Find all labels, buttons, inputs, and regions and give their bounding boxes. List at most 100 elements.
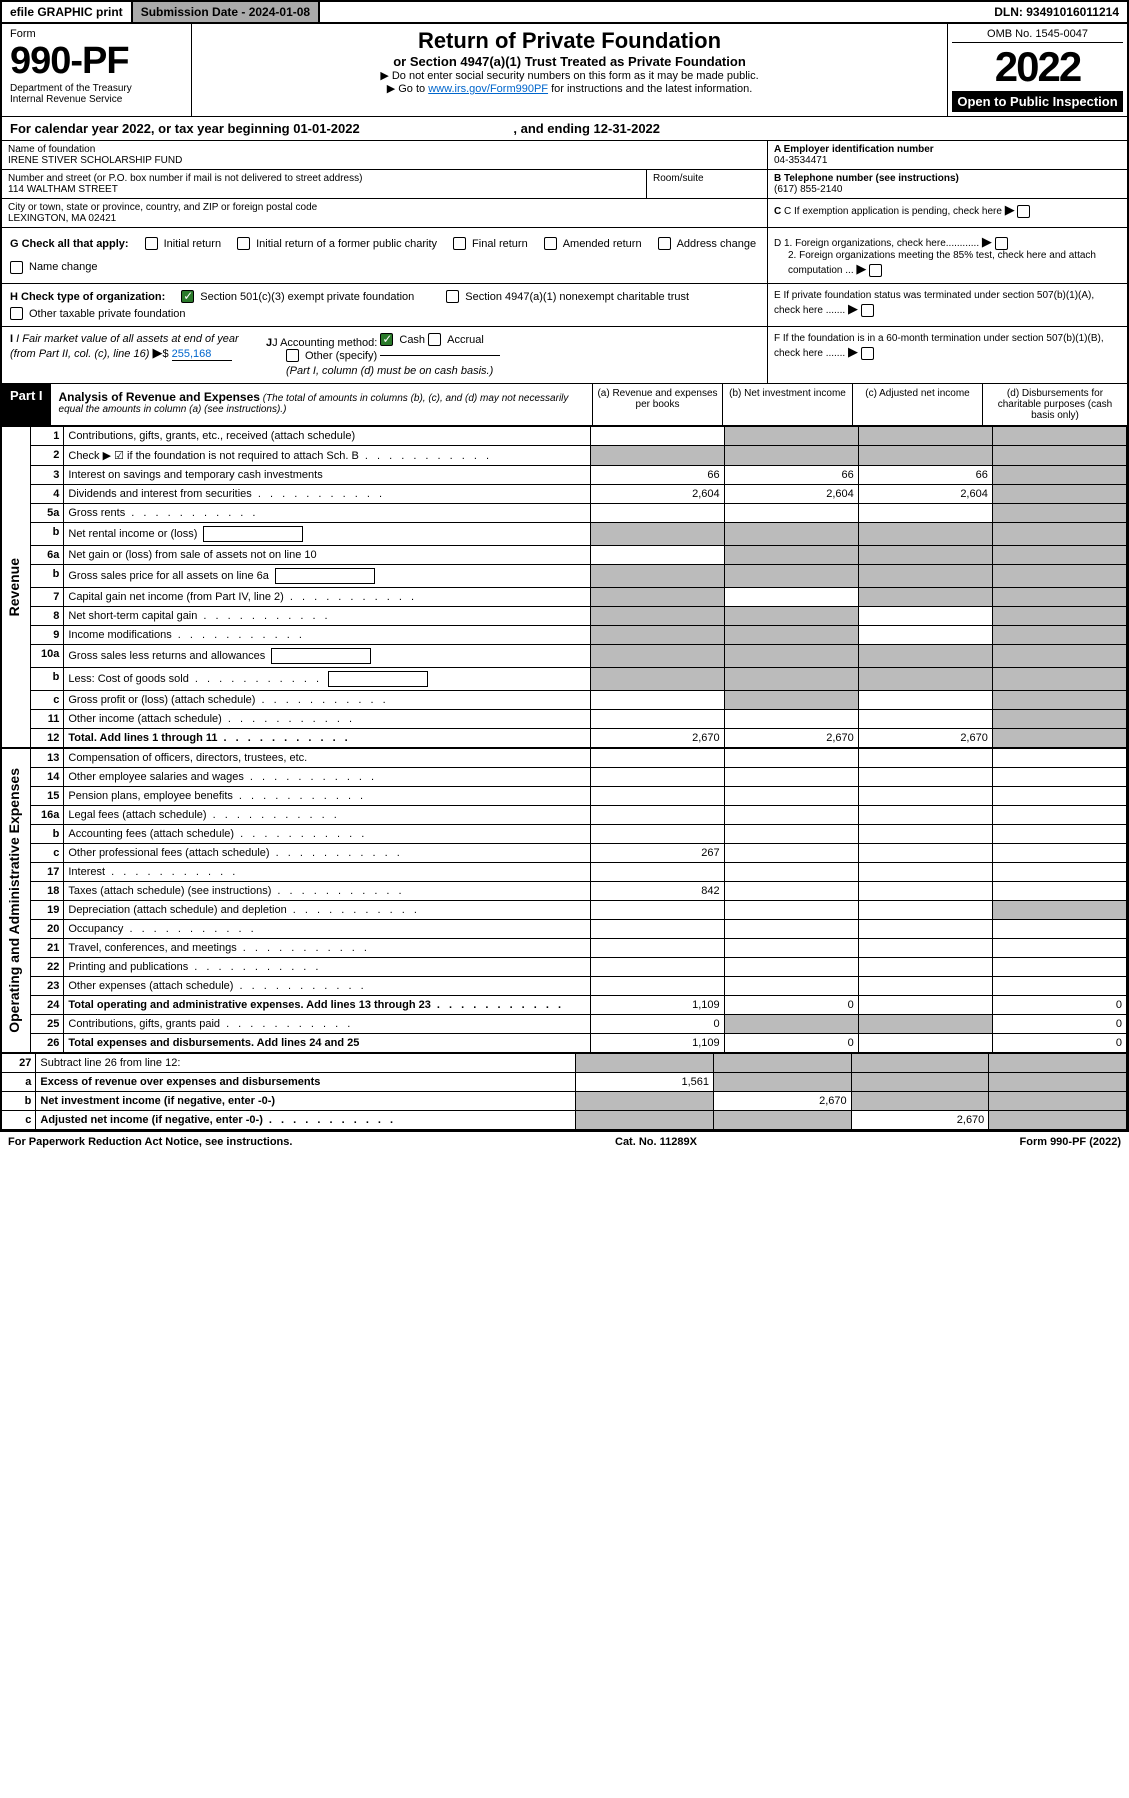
cell-value xyxy=(724,844,858,863)
cell-grey xyxy=(714,1073,852,1092)
cell-grey xyxy=(992,485,1126,504)
info-right: A Employer identification number 04-3534… xyxy=(767,141,1127,227)
table-row: 6aNet gain or (loss) from sale of assets… xyxy=(2,546,1127,565)
cell-value xyxy=(590,768,724,787)
header-right: OMB No. 1545-0047 2022 Open to Public In… xyxy=(947,24,1127,116)
part1-title: Analysis of Revenue and Expenses xyxy=(59,390,260,404)
line-number: 21 xyxy=(31,939,64,958)
line-number: a xyxy=(2,1073,36,1092)
g-opt-5: Name change xyxy=(29,261,98,273)
addr-value: 114 WALTHAM STREET xyxy=(8,184,640,195)
g-initial-former-checkbox[interactable] xyxy=(237,237,250,250)
table-row: bNet investment income (if negative, ent… xyxy=(2,1092,1127,1111)
cell-value xyxy=(590,958,724,977)
cell-value: 2,670 xyxy=(590,729,724,748)
h-section: H Check type of organization: Section 50… xyxy=(2,284,767,326)
j-accrual: Accrual xyxy=(447,334,484,346)
form-link[interactable]: www.irs.gov/Form990PF xyxy=(428,83,548,95)
cell-grey xyxy=(989,1092,1127,1111)
table-row: 15Pension plans, employee benefits xyxy=(2,787,1127,806)
cell-value xyxy=(590,710,724,729)
room-cell: Room/suite xyxy=(647,170,767,199)
h-501c3-checkbox[interactable] xyxy=(181,290,194,303)
cell-value xyxy=(724,787,858,806)
cell-grey xyxy=(858,427,992,446)
line-desc: Occupancy xyxy=(64,920,590,939)
foundation-name: IRENE STIVER SCHOLARSHIP FUND xyxy=(8,155,761,166)
table-row: bAccounting fees (attach schedule) xyxy=(2,825,1127,844)
j-other-checkbox[interactable] xyxy=(286,349,299,362)
line-desc: Gross profit or (loss) (attach schedule) xyxy=(64,691,590,710)
cell-value: 2,670 xyxy=(724,729,858,748)
line-desc: Other expenses (attach schedule) xyxy=(64,977,590,996)
table-row: 19Depreciation (attach schedule) and dep… xyxy=(2,901,1127,920)
cell-value xyxy=(858,920,992,939)
cell-value xyxy=(724,710,858,729)
cell-value xyxy=(858,977,992,996)
cell-grey xyxy=(858,1015,992,1034)
footer: For Paperwork Reduction Act Notice, see … xyxy=(0,1132,1129,1152)
inline-box xyxy=(328,671,428,687)
cell-grey xyxy=(992,446,1126,466)
table-row: 11Other income (attach schedule) xyxy=(2,710,1127,729)
j-cash-checkbox[interactable] xyxy=(380,333,393,346)
h-other-checkbox[interactable] xyxy=(10,307,23,320)
line-desc: Net rental income or (loss) xyxy=(64,523,590,546)
cell-grey xyxy=(989,1054,1127,1073)
line-number: 8 xyxy=(31,607,64,626)
line-desc: Gross sales price for all assets on line… xyxy=(64,565,590,588)
g-opt-1: Initial return of a former public charit… xyxy=(256,238,437,250)
e-checkbox[interactable] xyxy=(861,304,874,317)
line-number: 7 xyxy=(31,588,64,607)
cell-value xyxy=(992,749,1126,768)
cell-value xyxy=(858,996,992,1015)
line-number: b xyxy=(31,565,64,588)
cell-grey xyxy=(590,565,724,588)
d1-checkbox[interactable] xyxy=(995,237,1008,250)
line-number: 10a xyxy=(31,645,64,668)
line-number: 9 xyxy=(31,626,64,645)
g-address-checkbox[interactable] xyxy=(658,237,671,250)
g-amended-checkbox[interactable] xyxy=(544,237,557,250)
table-row: bNet rental income or (loss) xyxy=(2,523,1127,546)
cell-value: 66 xyxy=(724,466,858,485)
f-checkbox[interactable] xyxy=(861,347,874,360)
f-label: F If the foundation is in a 60-month ter… xyxy=(774,333,1104,359)
d2-checkbox[interactable] xyxy=(869,264,882,277)
cell-grey xyxy=(576,1092,714,1111)
cell-value xyxy=(590,427,724,446)
g-initial-return-checkbox[interactable] xyxy=(145,237,158,250)
g-opt-3: Amended return xyxy=(563,238,642,250)
cell-value xyxy=(724,863,858,882)
line-desc: Gross sales less returns and allowances xyxy=(64,645,590,668)
c-checkbox[interactable] xyxy=(1017,205,1030,218)
cell-value xyxy=(858,787,992,806)
line-desc: Compensation of officers, directors, tru… xyxy=(64,749,590,768)
note-1: ▶ Do not enter social security numbers o… xyxy=(200,69,939,82)
summary-table: 27Subtract line 26 from line 12:aExcess … xyxy=(2,1053,1127,1130)
line-number: 26 xyxy=(31,1034,64,1053)
cell-value xyxy=(992,844,1126,863)
g-name-checkbox[interactable] xyxy=(10,261,23,274)
tel-value: (617) 855-2140 xyxy=(774,184,1121,195)
cell-value xyxy=(724,958,858,977)
j-accrual-checkbox[interactable] xyxy=(428,333,441,346)
h-4947-checkbox[interactable] xyxy=(446,290,459,303)
table-row: 20Occupancy xyxy=(2,920,1127,939)
cell-value xyxy=(724,806,858,825)
table-row: 5aGross rents xyxy=(2,504,1127,523)
g-row: G Check all that apply: Initial return I… xyxy=(2,228,1127,284)
line-number: 24 xyxy=(31,996,64,1015)
cell-grey xyxy=(992,710,1126,729)
cell-grey xyxy=(992,607,1126,626)
g-final-checkbox[interactable] xyxy=(453,237,466,250)
cell-value xyxy=(992,939,1126,958)
table-row: 2Check ▶ ☑ if the foundation is not requ… xyxy=(2,446,1127,466)
cell-grey xyxy=(851,1054,989,1073)
cell-grey xyxy=(992,626,1126,645)
form-number: 990-PF xyxy=(10,40,183,83)
g-opt-2: Final return xyxy=(472,238,528,250)
line-desc: Legal fees (attach schedule) xyxy=(64,806,590,825)
cell-value xyxy=(590,825,724,844)
city-label: City or town, state or province, country… xyxy=(8,202,761,213)
